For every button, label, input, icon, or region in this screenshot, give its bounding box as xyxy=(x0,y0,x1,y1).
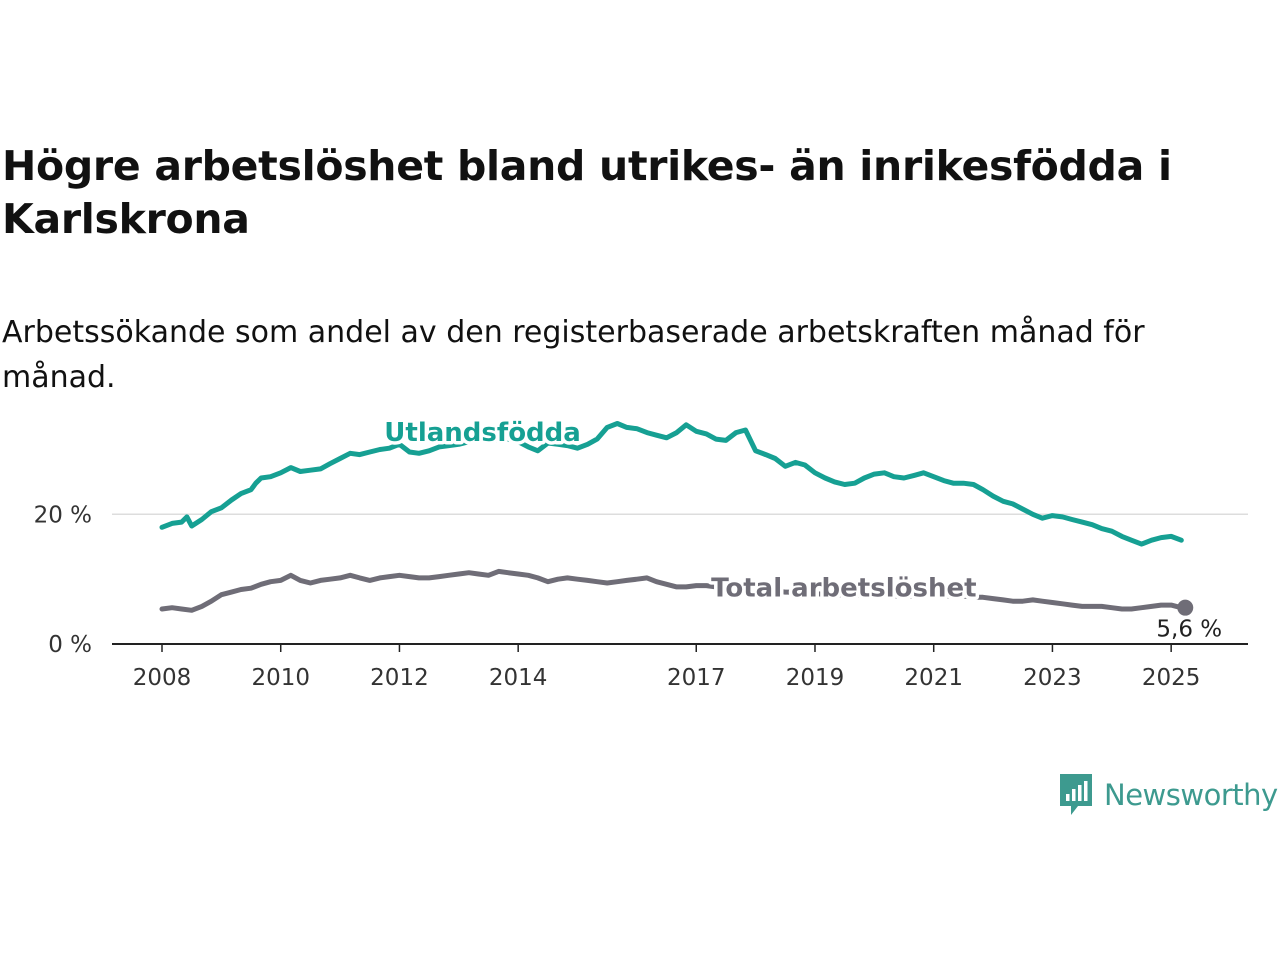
line-chart: 2008 2010 2012 2014 2017 2019 2021 2023 2025 0 %… xyxy=(34,420,1248,691)
series-lines xyxy=(159,421,1184,613)
series-label-0: Utlandsfödda xyxy=(384,420,581,448)
chart-title: Högre arbetslöshet bland utrikes- än inr… xyxy=(2,142,1172,243)
series-label-1: Total arbetslöshet xyxy=(711,574,976,604)
x-tick-label-1: 2010 xyxy=(251,665,310,691)
end-point-marker xyxy=(1177,599,1194,616)
series-line-1 xyxy=(159,568,1184,613)
brand-name: Newsworthy xyxy=(1104,778,1278,812)
x-tick-label-4: 2017 xyxy=(667,665,726,691)
newsworthy-logo-icon xyxy=(1060,774,1092,815)
newsworthy-logo: Newsworthy xyxy=(1058,772,1278,818)
x-tick-label-8: 2025 xyxy=(1142,665,1201,691)
x-axis: 2008 2010 2012 2014 2017 2019 2021 2023 2025 xyxy=(112,643,1248,691)
y-axis: 0 % 20 % xyxy=(34,502,92,658)
y-tick-label-0: 0 % xyxy=(48,632,92,658)
x-tick-label-0: 2008 xyxy=(133,665,192,691)
series-line-0 xyxy=(159,421,1184,547)
x-tick-label-5: 2019 xyxy=(786,665,845,691)
x-tick-label-6: 2021 xyxy=(904,665,963,691)
x-tick-label-7: 2023 xyxy=(1023,665,1082,691)
chart-subtitle: Arbetssökande som andel av den registerb… xyxy=(2,315,1145,395)
series-labels: Utlandsfödda Total arbetslöshet 5,6 % xyxy=(381,420,1225,646)
x-tick-label-3: 2014 xyxy=(489,665,548,691)
y-tick-label-1: 20 % xyxy=(34,502,92,528)
x-tick-label-2: 2012 xyxy=(370,665,429,691)
end-value-label: 5,6 % xyxy=(1156,617,1222,643)
